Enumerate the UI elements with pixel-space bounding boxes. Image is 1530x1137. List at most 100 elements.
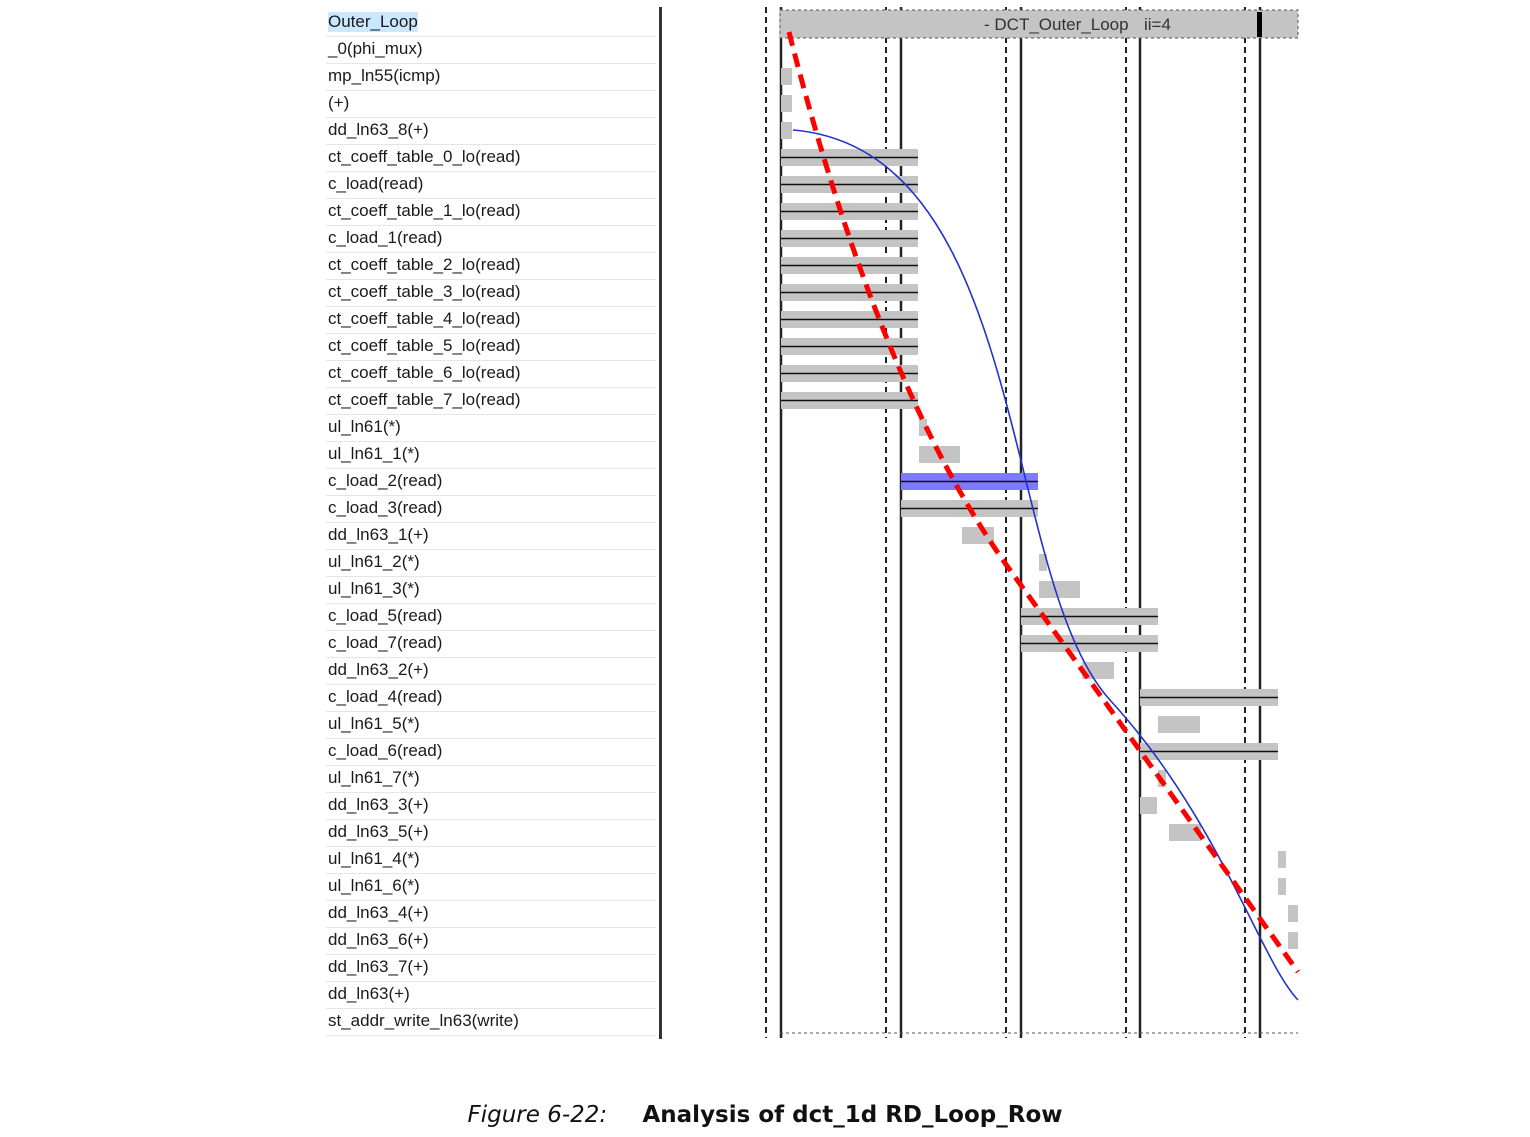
operation-bar[interactable] — [1140, 797, 1157, 814]
operation-bar[interactable] — [919, 419, 927, 436]
operation-bar[interactable] — [1278, 851, 1286, 868]
operation-bars — [781, 68, 1298, 949]
operation-row[interactable]: ul_ln61_7(*) — [326, 765, 656, 793]
operation-label: c_load(read) — [328, 174, 424, 193]
operation-row[interactable]: ct_coeff_table_2_lo(read) — [326, 252, 656, 280]
operation-label: c_load_2(read) — [328, 471, 443, 490]
operation-row[interactable]: ct_coeff_table_1_lo(read) — [326, 198, 656, 226]
blue-trend-curve — [792, 129, 1299, 1001]
operation-row[interactable]: st_addr_write_ln63(write) — [326, 1008, 656, 1036]
operation-label: ct_coeff_table_2_lo(read) — [328, 255, 521, 274]
operation-label: dd_ln63_7(+) — [328, 957, 429, 976]
operation-bar[interactable] — [1082, 662, 1114, 679]
caption-number: Figure 6-22: — [467, 1102, 608, 1128]
operation-bar[interactable] — [1039, 554, 1047, 571]
operation-row[interactable]: dd_ln63_5(+) — [326, 819, 656, 847]
operation-row[interactable]: dd_ln63_4(+) — [326, 900, 656, 928]
operation-row[interactable]: ct_coeff_table_4_lo(read) — [326, 306, 656, 334]
operation-label: c_load_3(read) — [328, 498, 443, 517]
operation-label: c_load_7(read) — [328, 633, 443, 652]
operation-bar[interactable] — [781, 68, 792, 85]
operation-label: ct_coeff_table_6_lo(read) — [328, 363, 521, 382]
operation-row[interactable]: ul_ln61_2(*) — [326, 549, 656, 577]
operation-row[interactable]: c_load_7(read) — [326, 630, 656, 658]
operation-label: ul_ln61(*) — [328, 417, 401, 436]
cycle-grid — [765, 7, 1262, 1038]
operation-label: ct_coeff_table_1_lo(read) — [328, 201, 521, 220]
loop-header[interactable]: - DCT_Outer_Loop ii=4 — [779, 9, 1299, 39]
operation-row[interactable]: dd_ln63_2(+) — [326, 657, 656, 685]
caption-title: Analysis of dct_1d RD_Loop_Row — [642, 1102, 1063, 1128]
operation-label: _0(phi_mux) — [328, 39, 423, 58]
figure-caption: Figure 6-22: Analysis of dct_1d RD_Loop_… — [0, 1102, 1530, 1128]
operation-label: ct_coeff_table_0_lo(read) — [328, 147, 521, 166]
operation-row[interactable]: dd_ln63_6(+) — [326, 927, 656, 955]
operation-label: ul_ln61_4(*) — [328, 849, 420, 868]
operation-row[interactable]: dd_ln63_3(+) — [326, 792, 656, 820]
operation-row[interactable]: _0(phi_mux) — [326, 36, 656, 64]
operation-bar[interactable] — [781, 122, 792, 139]
operation-label: ul_ln61_6(*) — [328, 876, 420, 895]
operation-label: ct_coeff_table_3_lo(read) — [328, 282, 521, 301]
operation-row[interactable]: dd_ln63_7(+) — [326, 954, 656, 982]
operation-bar[interactable] — [1288, 905, 1298, 922]
operation-label: c_load_4(read) — [328, 687, 443, 706]
operation-label: c_load_5(read) — [328, 606, 443, 625]
operation-bar[interactable] — [1278, 878, 1286, 895]
operation-row[interactable]: c_load_5(read) — [326, 603, 656, 631]
operation-row[interactable]: ct_coeff_table_6_lo(read) — [326, 360, 656, 388]
operation-bar[interactable] — [962, 527, 994, 544]
operation-row[interactable]: c_load_2(read) — [326, 468, 656, 496]
operation-row[interactable]: c_load_1(read) — [326, 225, 656, 253]
operation-label: ct_coeff_table_4_lo(read) — [328, 309, 521, 328]
operation-bar[interactable] — [1169, 824, 1201, 841]
loop-ii: ii=4 — [1144, 15, 1171, 34]
operation-row[interactable]: c_load(read) — [326, 171, 656, 199]
operation-label: dd_ln63_8(+) — [328, 120, 429, 139]
operation-row[interactable]: c_load_3(read) — [326, 495, 656, 523]
operation-label: ul_ln61_7(*) — [328, 768, 420, 787]
operation-row[interactable]: ct_coeff_table_7_lo(read) — [326, 387, 656, 415]
operation-row[interactable]: ul_ln61_3(*) — [326, 576, 656, 604]
operation-bar[interactable] — [1039, 581, 1080, 598]
operation-row[interactable]: Outer_Loop — [326, 9, 656, 37]
operation-label: ul_ln61_5(*) — [328, 714, 420, 733]
operation-label: dd_ln63(+) — [328, 984, 410, 1003]
operation-row[interactable]: ul_ln61_4(*) — [326, 846, 656, 874]
operation-row[interactable]: ct_coeff_table_0_lo(read) — [326, 144, 656, 172]
loop-end-marker — [1257, 12, 1262, 37]
operation-row[interactable]: ct_coeff_table_5_lo(read) — [326, 333, 656, 361]
operation-label: ul_ln61_3(*) — [328, 579, 420, 598]
operation-label: ct_coeff_table_7_lo(read) — [328, 390, 521, 409]
operation-row[interactable]: (+) — [326, 90, 656, 118]
operation-label: ul_ln61_1(*) — [328, 444, 420, 463]
operation-row[interactable]: dd_ln63(+) — [326, 981, 656, 1009]
operation-label: ct_coeff_table_5_lo(read) — [328, 336, 521, 355]
operation-label: dd_ln63_6(+) — [328, 930, 429, 949]
operation-bar[interactable] — [1158, 716, 1200, 733]
operation-label: dd_ln63_1(+) — [328, 525, 429, 544]
operation-label: st_addr_write_ln63(write) — [328, 1011, 519, 1030]
operation-bar[interactable] — [1288, 932, 1298, 949]
list-divider — [659, 7, 662, 1039]
operation-row[interactable]: ul_ln61(*) — [326, 414, 656, 442]
operation-label: c_load_1(read) — [328, 228, 443, 247]
operation-label: Outer_Loop — [328, 12, 418, 32]
operation-row[interactable]: mp_ln55(icmp) — [326, 63, 656, 91]
operation-row[interactable]: c_load_4(read) — [326, 684, 656, 712]
operation-label: dd_ln63_3(+) — [328, 795, 429, 814]
operation-label: mp_ln55(icmp) — [328, 66, 441, 85]
operation-row[interactable]: ul_ln61_5(*) — [326, 711, 656, 739]
operation-row[interactable]: dd_ln63_1(+) — [326, 522, 656, 550]
operation-row[interactable]: ct_coeff_table_3_lo(read) — [326, 279, 656, 307]
operation-row[interactable]: ul_ln61_1(*) — [326, 441, 656, 469]
operation-label: dd_ln63_2(+) — [328, 660, 429, 679]
operation-row[interactable]: c_load_6(read) — [326, 738, 656, 766]
operation-row[interactable]: ul_ln61_6(*) — [326, 873, 656, 901]
operation-label: dd_ln63_5(+) — [328, 822, 429, 841]
schedule-chart: - DCT_Outer_Loop ii=4 — [765, 7, 1301, 1038]
operation-bar[interactable] — [781, 95, 792, 112]
analysis-overlays — [786, 31, 1301, 1001]
operation-row[interactable]: dd_ln63_8(+) — [326, 117, 656, 145]
loop-name: - DCT_Outer_Loop — [984, 15, 1129, 34]
